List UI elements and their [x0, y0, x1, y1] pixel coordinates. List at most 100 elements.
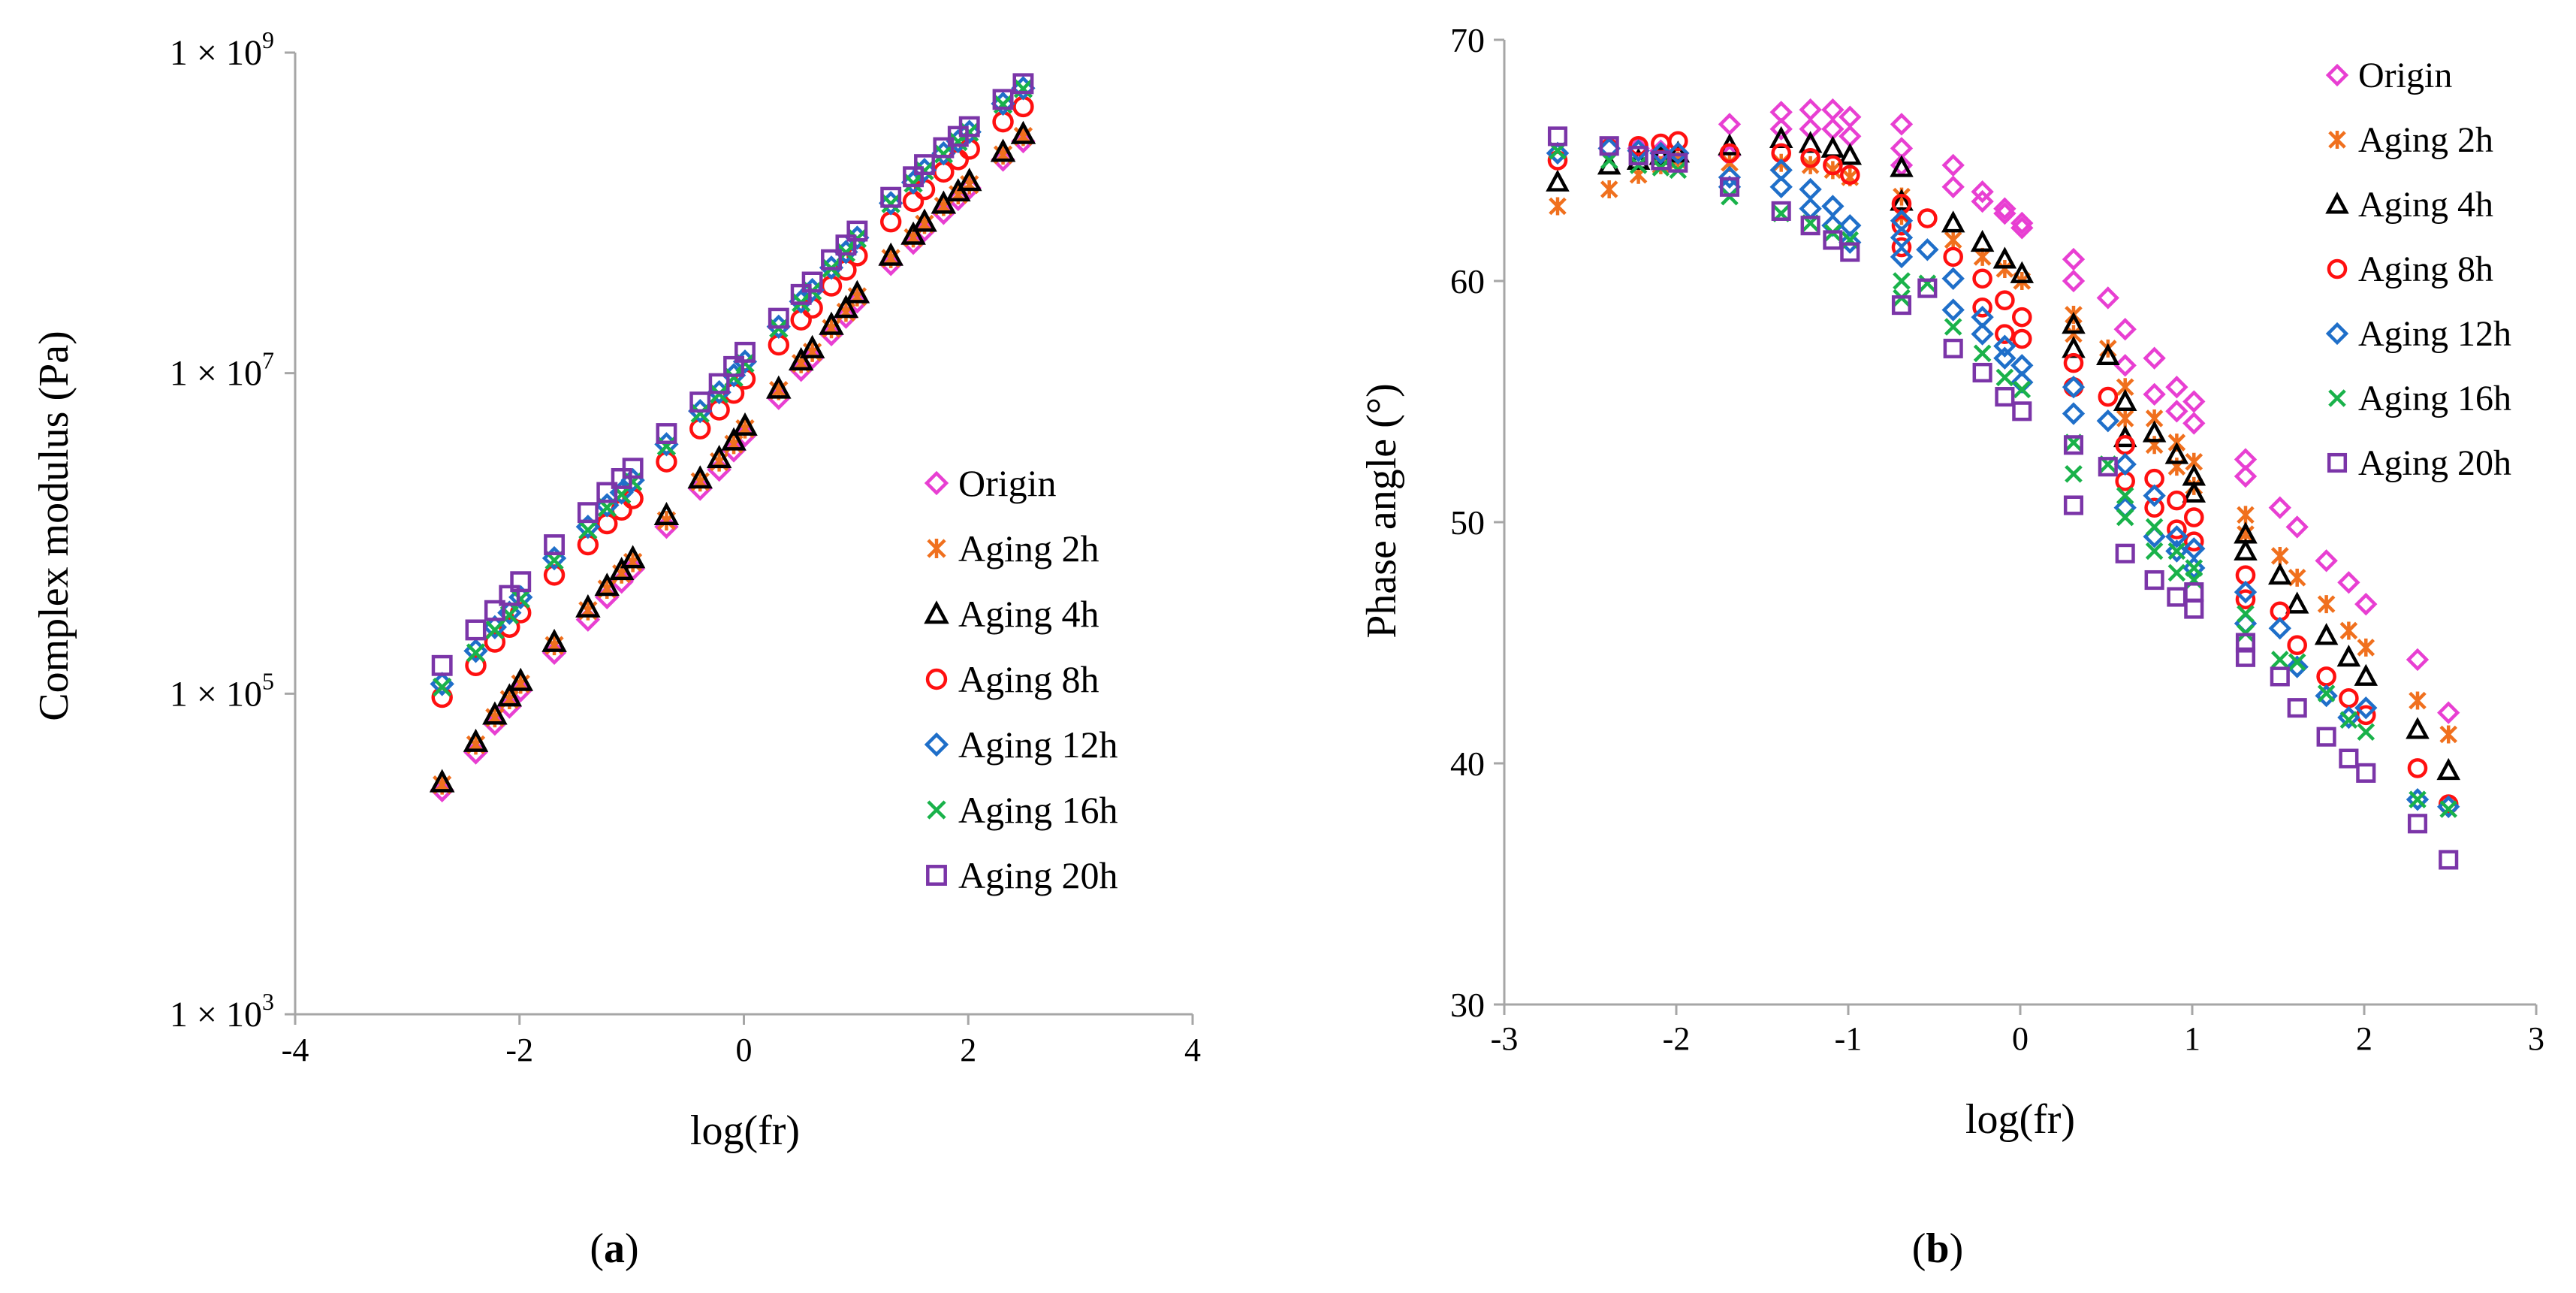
data-point — [2063, 435, 2084, 455]
legend-item-aging-20h: Aging 20h — [926, 854, 1118, 896]
data-point — [2407, 814, 2428, 834]
y-tick-label: 1 × 109 — [170, 26, 274, 73]
data-point — [800, 345, 825, 370]
x-tick-label: 2 — [960, 1032, 976, 1068]
data-point — [1718, 113, 1742, 136]
data-point — [1011, 76, 1036, 101]
data-point — [689, 391, 711, 413]
legend-item-aging-12h: Aging 12h — [2325, 314, 2511, 354]
legend-marker — [927, 800, 946, 820]
chart-a: -4 -2 0 2 4 1 × 103 1 × 105 1 × 107 1 × 109 Orig… — [31, 26, 1201, 1154]
data-point — [2065, 465, 2083, 483]
data-point — [1597, 137, 1621, 160]
data-point — [721, 438, 747, 463]
legend-item-aging-2h: Aging 2h — [2328, 120, 2493, 160]
data-point — [903, 166, 925, 188]
chart-b-axes — [1494, 38, 2538, 1015]
data-point — [608, 557, 635, 581]
data-point — [1995, 324, 2015, 344]
data-point — [465, 619, 487, 641]
legend-item-aging-12h: Aging 12h — [924, 724, 1118, 766]
y-tick-label: 70 — [1450, 21, 1485, 59]
data-point — [900, 221, 926, 245]
data-point — [499, 585, 520, 606]
data-point — [2270, 546, 2289, 565]
data-point — [956, 168, 982, 192]
data-point — [2287, 698, 2307, 718]
data-point — [575, 594, 601, 618]
data-point — [2315, 684, 2338, 708]
series-aging-12h — [1546, 137, 2460, 818]
data-point — [2145, 542, 2164, 560]
data-point — [1771, 201, 1791, 221]
data-point — [2287, 635, 2307, 656]
data-point — [915, 161, 934, 180]
data-point — [2354, 592, 2378, 616]
data-point — [1823, 161, 1842, 180]
data-point — [723, 355, 745, 377]
data-point — [958, 116, 980, 137]
data-point — [1970, 229, 1995, 252]
legend-marker — [2325, 192, 2349, 214]
legend-marker — [2327, 452, 2348, 473]
data-point — [2336, 645, 2361, 667]
data-point — [790, 283, 812, 305]
data-point — [2235, 633, 2256, 653]
data-point — [2115, 543, 2135, 563]
data-point — [1995, 259, 2014, 278]
data-point — [1943, 338, 1963, 358]
data-point — [708, 373, 730, 394]
data-point — [732, 423, 758, 448]
data-point — [2142, 420, 2167, 443]
data-point — [1917, 208, 1938, 228]
data-point — [1823, 230, 1843, 250]
data-point — [2165, 539, 2188, 563]
chart-b-points — [1546, 98, 2460, 870]
data-point — [1010, 120, 1036, 144]
data-point — [2354, 696, 2378, 720]
data-point — [2235, 589, 2256, 610]
data-point — [2406, 648, 2430, 672]
x-tick-label: 3 — [2528, 1020, 2544, 1057]
data-point — [2182, 480, 2206, 503]
data-point — [1890, 189, 1914, 211]
data-point — [577, 502, 599, 524]
data-point — [1971, 180, 1994, 204]
data-point — [2143, 382, 2166, 406]
data-point — [721, 427, 747, 451]
data-point — [992, 89, 1014, 110]
legend-label: Aging 20h — [2358, 443, 2511, 483]
data-point — [766, 375, 792, 399]
series-aging-4h — [429, 120, 1036, 793]
legend-label: Aging 8h — [2358, 249, 2493, 289]
data-point — [594, 572, 620, 597]
data-point — [2237, 605, 2255, 623]
data-point — [484, 600, 505, 621]
data-point — [1890, 245, 1914, 269]
data-point — [2439, 725, 2458, 744]
data-point — [2165, 376, 2188, 399]
data-point — [1719, 143, 1740, 164]
legend-label: Origin — [958, 462, 1057, 504]
data-point — [687, 465, 713, 489]
data-point — [2062, 402, 2086, 425]
data-point — [1917, 278, 1938, 298]
data-point — [1838, 143, 1863, 165]
data-point — [541, 628, 567, 652]
data-point — [1628, 146, 1648, 166]
legend-item-aging-20h: Aging 20h — [2327, 443, 2511, 483]
data-point — [2167, 519, 2187, 539]
data-point — [2437, 701, 2460, 724]
data-point — [1941, 175, 1965, 198]
y-tick-label: 1 × 105 — [170, 667, 274, 714]
data-point — [880, 186, 902, 208]
data-point — [2096, 286, 2119, 310]
data-point — [993, 95, 1013, 114]
data-point — [2010, 216, 2034, 240]
data-point — [596, 482, 618, 503]
data-point — [2113, 354, 2137, 377]
data-point — [2285, 591, 2309, 614]
data-point — [1013, 79, 1033, 98]
legend-label: Aging 2h — [958, 527, 1099, 569]
data-point — [799, 334, 825, 358]
